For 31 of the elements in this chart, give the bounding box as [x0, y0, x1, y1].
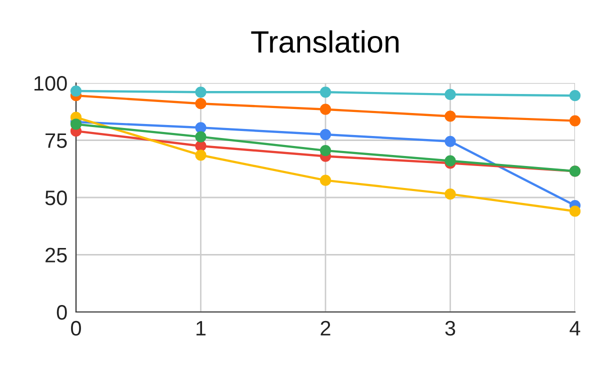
- point: [569, 115, 581, 126]
- x-tick-label: 4: [570, 321, 580, 336]
- point: [569, 206, 581, 217]
- y-tick-label: 0: [56, 305, 67, 320]
- point: [70, 118, 82, 130]
- x-tick-label: 2: [320, 320, 330, 336]
- point: [195, 98, 206, 110]
- y-tick-label: 25: [46, 248, 67, 263]
- point: [320, 104, 332, 115]
- x-tick-label: 0: [71, 320, 81, 336]
- point: [444, 155, 456, 166]
- y-tick-label: 75: [46, 133, 67, 148]
- point: [320, 174, 332, 186]
- y-tick-label: 100: [34, 76, 67, 91]
- point: [444, 188, 456, 200]
- point: [195, 150, 206, 161]
- point: [320, 86, 332, 98]
- y-tick-label: 50: [45, 190, 67, 206]
- x-tick-label: 3: [445, 320, 456, 336]
- point: [569, 90, 581, 102]
- point: [444, 88, 456, 100]
- point: [195, 122, 206, 134]
- point: [320, 128, 332, 140]
- chart-title: Translation: [251, 30, 399, 53]
- x-tick-label: 1: [196, 321, 206, 336]
- point: [320, 145, 332, 156]
- point: [195, 131, 206, 142]
- point: [444, 136, 456, 147]
- point: [195, 86, 206, 98]
- point: [70, 85, 82, 97]
- point: [444, 110, 456, 122]
